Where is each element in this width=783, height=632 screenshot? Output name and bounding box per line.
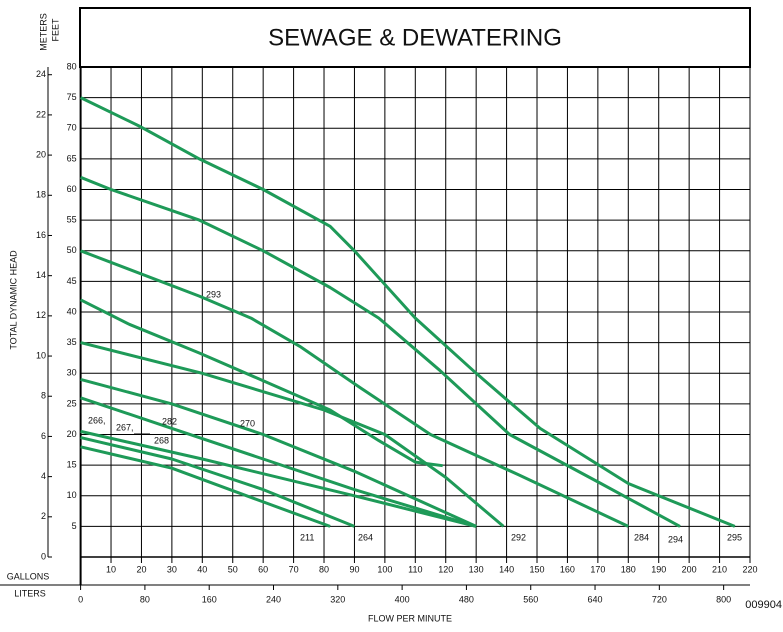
y2-tick-label: 2 <box>41 511 46 521</box>
pump-curve <box>80 249 629 528</box>
curve-label: 264 <box>358 532 373 542</box>
y-tick-label: 50 <box>67 245 77 255</box>
y2-tick-label: 0 <box>41 551 46 561</box>
curve-label: 282 <box>162 416 177 426</box>
y-tick-label: 60 <box>67 184 77 194</box>
curve-label: 293 <box>206 289 221 299</box>
curve-label: 284 <box>634 532 649 542</box>
y-tick-label: 45 <box>67 276 77 286</box>
x2-tick-label: 640 <box>588 594 603 604</box>
pump-curve <box>80 341 505 528</box>
y-tick-label: 15 <box>67 460 77 470</box>
x2-tick-label: 0 <box>78 594 83 604</box>
y2-tick-label: 24 <box>36 69 46 79</box>
x-tick-label: 10 <box>106 564 116 574</box>
x-tick-label: 80 <box>319 564 329 574</box>
x2-tick-label: 320 <box>330 594 345 604</box>
x-axis-title: FLOW PER MINUTE <box>368 613 452 623</box>
y-tick-label: 25 <box>67 398 77 408</box>
y-units: FEET <box>50 18 60 42</box>
x-tick-label: 220 <box>742 564 757 574</box>
x-tick-label: 190 <box>651 564 666 574</box>
x-tick-label: 70 <box>289 564 299 574</box>
pump-curve <box>80 175 681 528</box>
pump-curve <box>79 298 443 468</box>
pump-curve <box>80 436 355 528</box>
y2-tick-label: 20 <box>36 149 46 159</box>
x-tick-label: 110 <box>408 564 422 574</box>
x2-tick-label: 560 <box>523 594 538 604</box>
y-tick-label: 5 <box>72 521 77 531</box>
curve-label: 267, <box>116 422 134 432</box>
y-tick-label: 65 <box>67 153 77 163</box>
x-tick-label: 150 <box>529 564 544 574</box>
pump-curve <box>80 445 331 528</box>
curve-label: 270 <box>240 418 255 428</box>
curve-label: 295 <box>727 532 742 542</box>
code-label: 009904 <box>745 599 782 611</box>
y2-tick-label: 12 <box>36 310 46 320</box>
x2-tick-label: 400 <box>395 594 410 604</box>
x2-tick-label: 240 <box>266 594 281 604</box>
x2-units: LITERS <box>14 588 46 598</box>
x-tick-label: 210 <box>712 564 727 574</box>
x-tick-label: 140 <box>499 564 514 574</box>
y-tick-label: 70 <box>67 123 77 133</box>
x-tick-label: 160 <box>560 564 575 574</box>
x-tick-label: 60 <box>258 564 268 574</box>
x-tick-label: 100 <box>377 564 392 574</box>
y-tick-label: 10 <box>67 490 77 500</box>
x-tick-label: 180 <box>621 564 636 574</box>
y-tick-label: 75 <box>67 92 77 102</box>
x-tick-label: 120 <box>438 564 453 574</box>
x-tick-label: 90 <box>349 564 359 574</box>
x2-tick-label: 800 <box>716 594 731 604</box>
y-tick-label: 80 <box>67 61 77 71</box>
y-tick-label: 55 <box>67 215 77 225</box>
y-tick-label: 30 <box>67 368 77 378</box>
y2-tick-label: 6 <box>41 431 46 441</box>
pump-curve <box>80 377 477 528</box>
y-tick-label: 40 <box>67 306 77 316</box>
y2-tick-label: 10 <box>36 350 46 360</box>
y2-units: METERS <box>38 13 48 51</box>
chart-title: SEWAGE & DEWATERING <box>268 24 562 51</box>
x-tick-label: 200 <box>682 564 697 574</box>
curve-label: 266, <box>88 415 106 425</box>
x2-tick-label: 160 <box>202 594 217 604</box>
curve-label: 268 <box>154 435 169 445</box>
x-tick-label: 50 <box>228 564 238 574</box>
pump-curve <box>80 396 477 528</box>
x-units: GALLONS <box>7 571 50 581</box>
x2-tick-label: 480 <box>459 594 474 604</box>
y2-tick-label: 14 <box>36 270 46 280</box>
y2-tick-label: 4 <box>41 471 46 481</box>
x2-tick-label: 80 <box>140 594 150 604</box>
y-tick-label: 35 <box>67 337 77 347</box>
pump-curve <box>79 96 736 528</box>
pump-curve <box>80 429 477 528</box>
x-tick-label: 30 <box>167 564 177 574</box>
y2-tick-label: 16 <box>36 230 46 240</box>
y2-tick-label: 22 <box>36 109 46 119</box>
x-tick-label: 170 <box>590 564 605 574</box>
y2-tick-label: 18 <box>36 190 46 200</box>
curve-label: 294 <box>668 534 683 544</box>
y-axis-title: TOTAL DYNAMIC HEAD <box>8 250 18 350</box>
x-tick-label: 20 <box>136 564 146 574</box>
x2-tick-label: 720 <box>652 594 667 604</box>
y-tick-label: 20 <box>67 429 77 439</box>
x-tick-label: 130 <box>469 564 484 574</box>
y2-tick-label: 8 <box>41 391 46 401</box>
curve-label: 292 <box>511 532 526 542</box>
curve-label: 211 <box>300 532 314 542</box>
x-tick-label: 40 <box>197 564 207 574</box>
